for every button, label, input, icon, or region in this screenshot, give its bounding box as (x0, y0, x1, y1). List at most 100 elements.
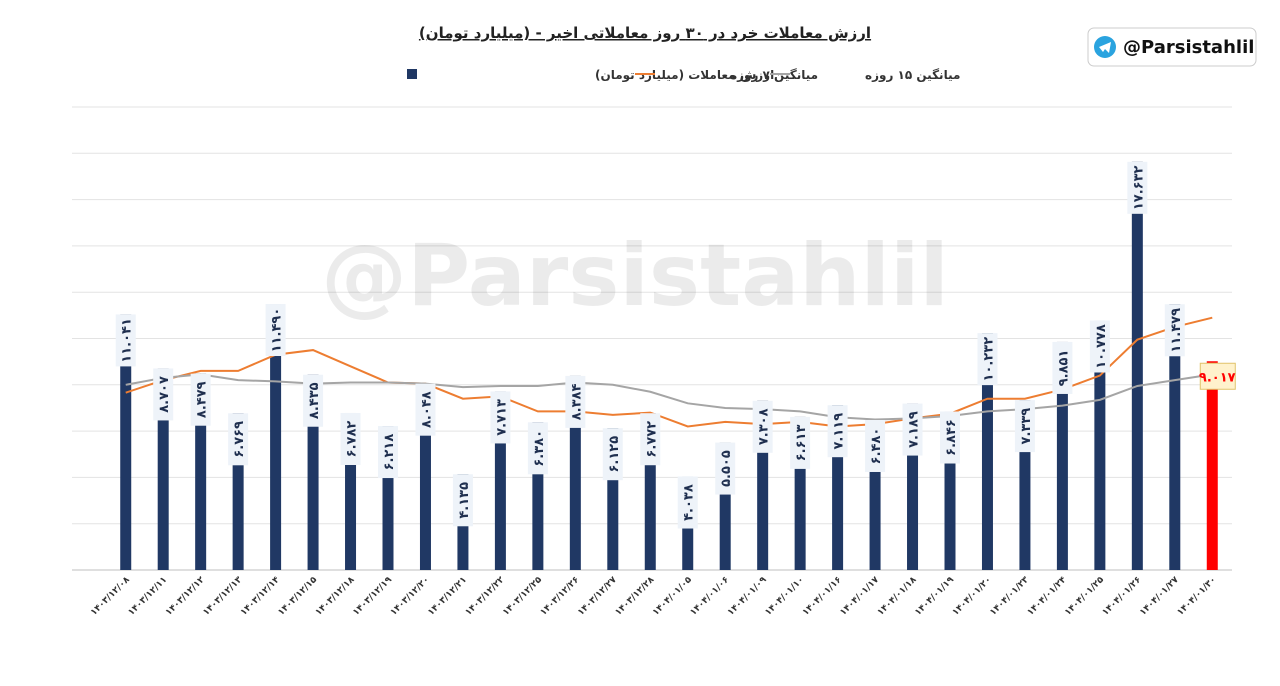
value-label-box (940, 411, 960, 464)
value-label: ۶.۴۸۰ (869, 428, 884, 465)
value-label-box (378, 426, 398, 479)
value-label-box (1014, 400, 1035, 453)
value-label-box (527, 422, 548, 475)
value-label-box (265, 304, 286, 357)
value-label: ۸.۳۸۴ (569, 384, 584, 421)
value-label-box (452, 474, 473, 527)
value-label: ۸.۴۳۵ (307, 382, 322, 419)
value-label-box (1127, 161, 1148, 214)
value-label: ۱۱.۰۴۱ (120, 318, 135, 363)
value-label-box (602, 428, 623, 481)
value-label: ۹.۰۱۷ (1199, 370, 1236, 385)
value-label-box (415, 383, 436, 436)
bar (419, 383, 431, 570)
value-label-box (115, 314, 136, 367)
legend-label: میانگین ۱۵ روزه (865, 68, 960, 83)
value-label: ۶.۶۱۳ (794, 425, 809, 462)
value-label-box (190, 373, 211, 426)
bar (195, 373, 207, 570)
value-label-box (228, 413, 249, 466)
value-label-box (902, 403, 923, 456)
bar (494, 391, 506, 570)
value-label: ۱۱.۴۷۹ (1169, 308, 1184, 353)
value-label-box (790, 416, 811, 469)
value-label-box (715, 442, 736, 495)
value-label: ۴.۰۳۸ (682, 484, 697, 521)
bar (944, 411, 956, 570)
value-label: ۶.۳۸۰ (532, 430, 547, 467)
telegram-plane (1099, 42, 1111, 53)
bar (1206, 361, 1218, 570)
value-label-box (153, 368, 174, 421)
value-label: ۱۰.۷۷۸ (1094, 324, 1109, 369)
bar (1019, 400, 1031, 570)
value-label: ۶.۱۲۵ (607, 436, 622, 473)
value-label: ۸.۰۴۸ (419, 391, 434, 428)
bar (1169, 304, 1181, 570)
value-label: ۱۷.۶۳۲ (1131, 165, 1146, 210)
value-label: ۷.۱۱۹ (832, 413, 847, 450)
value-label: ۸.۷۰۷ (157, 376, 172, 413)
value-label: ۷.۱۸۹ (907, 411, 922, 448)
bar (757, 400, 769, 570)
bar (307, 374, 319, 570)
legend-label: ارزش معاملات (میلیارد تومان) (595, 68, 774, 83)
value-label-box (340, 412, 361, 465)
value-label: ۱۱.۴۹۰ (270, 308, 285, 353)
bar (157, 368, 169, 570)
bar (120, 314, 132, 570)
line-series (125, 316, 1213, 428)
bar (1056, 341, 1068, 570)
watermark: @Parsistahlil (321, 226, 949, 326)
bar (607, 428, 619, 570)
bar (907, 403, 919, 570)
value-label: ۶.۲۱۸ (382, 434, 397, 471)
value-label-box (640, 413, 661, 466)
legend-label: میانگین ۷ روزه (730, 68, 818, 83)
bar (232, 413, 244, 570)
value-label-box (1052, 341, 1073, 394)
value-label-box (565, 375, 586, 428)
bar (869, 419, 881, 570)
value-label: ۷.۷۱۳ (494, 399, 509, 436)
value-label: ۷.۳۰۸ (757, 408, 772, 445)
value-label-box (490, 391, 511, 444)
bar (345, 412, 357, 570)
value-label: ۴.۱۳۵ (457, 482, 472, 519)
legend-swatch (407, 69, 417, 79)
value-label-box (827, 405, 848, 458)
bar (1131, 161, 1143, 570)
value-label-box (977, 333, 998, 386)
bar (719, 442, 731, 570)
value-label: ۹.۸۵۱ (1056, 350, 1071, 387)
bar (644, 413, 656, 570)
value-label-box (1199, 362, 1236, 390)
value-label-box (1089, 320, 1110, 373)
value-label-box (865, 419, 886, 472)
bar (981, 333, 993, 570)
value-label: ۷.۳۳۹ (1019, 408, 1034, 445)
value-label: ۶.۷۷۲ (644, 421, 659, 458)
value-label: ۶.۸۴۶ (944, 419, 959, 456)
value-label: ۶.۷۸۲ (345, 421, 360, 458)
value-label: ۵.۵۰۵ (719, 450, 734, 487)
value-label: ۱۰.۲۳۲ (981, 337, 996, 382)
badge-box (1087, 27, 1257, 67)
chart-title: ارزش معاملات خرد در ۳۰ روز معاملاتی اخیر… (419, 24, 871, 42)
value-label-box (1164, 304, 1185, 357)
value-label: ۸.۴۷۹ (195, 381, 210, 418)
value-label-box (677, 476, 698, 529)
value-label-box (752, 400, 773, 453)
badge-text: @Parsistahlil (1123, 37, 1254, 58)
value-label-box (303, 374, 324, 427)
bar (794, 416, 806, 570)
bar (382, 426, 394, 570)
bar (1094, 320, 1106, 570)
bar (569, 375, 581, 570)
bar (270, 304, 282, 570)
value-label: ۶.۷۶۹ (232, 421, 247, 458)
bar (532, 422, 544, 570)
